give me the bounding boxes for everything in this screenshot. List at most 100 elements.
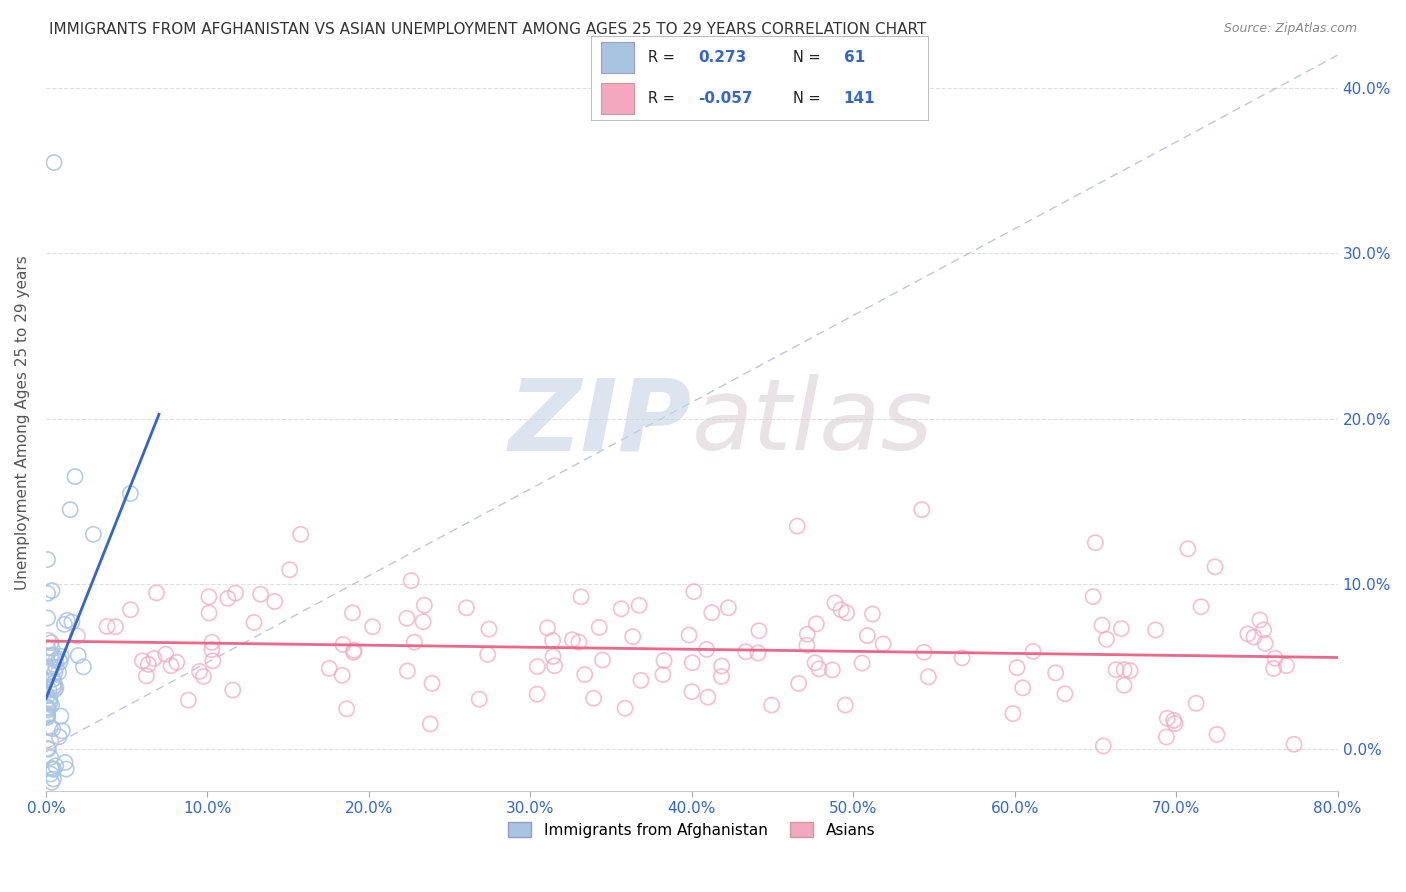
Text: -0.057: -0.057 [699,91,754,106]
Point [806,616,828,631]
Point [343,643,366,657]
Text: 141: 141 [844,91,875,106]
Point [217,591,239,606]
Point [614,701,637,715]
Point [911,502,934,516]
Point [336,702,359,716]
Point [201,654,224,668]
Point [681,656,703,670]
Point [198,606,221,620]
Point [135,669,157,683]
Point [950,651,973,665]
Point [696,642,718,657]
Point [193,669,215,683]
Point [834,698,856,712]
Point [1112,678,1135,692]
Point [456,600,478,615]
Point [1253,623,1275,637]
Point [747,646,769,660]
Point [582,691,605,706]
Point [67,648,90,663]
Point [526,659,548,673]
Point [872,637,894,651]
Point [104,620,127,634]
Point [830,603,852,617]
Text: atlas: atlas [692,375,934,471]
Point [717,600,740,615]
Point [652,667,675,681]
Point [48,665,70,680]
Point [1206,727,1229,741]
Point [55,762,77,776]
Point [1001,706,1024,721]
Point [188,665,211,679]
Point [1095,632,1118,647]
Text: ZIP: ZIP [509,375,692,471]
Point [568,635,591,649]
Point [49,655,72,669]
Point [1091,618,1114,632]
Point [420,676,443,690]
Point [1045,665,1067,680]
Point [628,599,651,613]
Point [396,664,419,678]
Point [278,563,301,577]
Point [49,709,72,723]
Point [39,635,62,649]
Point [526,687,548,701]
Point [39,660,62,674]
Point [160,658,183,673]
Point [60,615,83,629]
Point [45,654,67,668]
Point [1092,739,1115,753]
Point [96,619,118,633]
Legend: Immigrants from Afghanistan, Asians: Immigrants from Afghanistan, Asians [501,814,883,846]
Point [177,693,200,707]
Point [678,628,700,642]
Point [145,586,167,600]
Text: N =: N = [793,50,825,65]
Point [37,703,59,717]
Text: 61: 61 [844,50,865,65]
Text: Source: ZipAtlas.com: Source: ZipAtlas.com [1223,22,1357,36]
Point [917,670,939,684]
Point [682,584,704,599]
Point [1156,730,1178,744]
Point [42,680,65,694]
Point [136,657,159,672]
Point [39,649,62,664]
Point [824,596,846,610]
Point [851,656,873,670]
Point [42,679,65,693]
Point [541,649,564,664]
Point [63,469,86,483]
Point [53,756,76,770]
Point [912,645,935,659]
Point [38,665,60,679]
Point [1243,630,1265,644]
Point [413,599,436,613]
Point [198,590,221,604]
Point [37,742,59,756]
Point [41,641,63,656]
Point [1204,559,1226,574]
Point [42,763,65,777]
Point [1114,663,1136,677]
Point [45,660,67,674]
Point [66,629,89,643]
Point [37,707,59,722]
Point [82,527,104,541]
Point [561,632,583,647]
Point [38,682,60,697]
Point [1053,687,1076,701]
Point [59,502,82,516]
Point [41,660,63,674]
Point [332,638,354,652]
Point [38,692,60,706]
Point [710,659,733,673]
Point [41,698,63,712]
Point [39,767,62,781]
Point [222,683,245,698]
Point [621,630,644,644]
Point [700,606,723,620]
